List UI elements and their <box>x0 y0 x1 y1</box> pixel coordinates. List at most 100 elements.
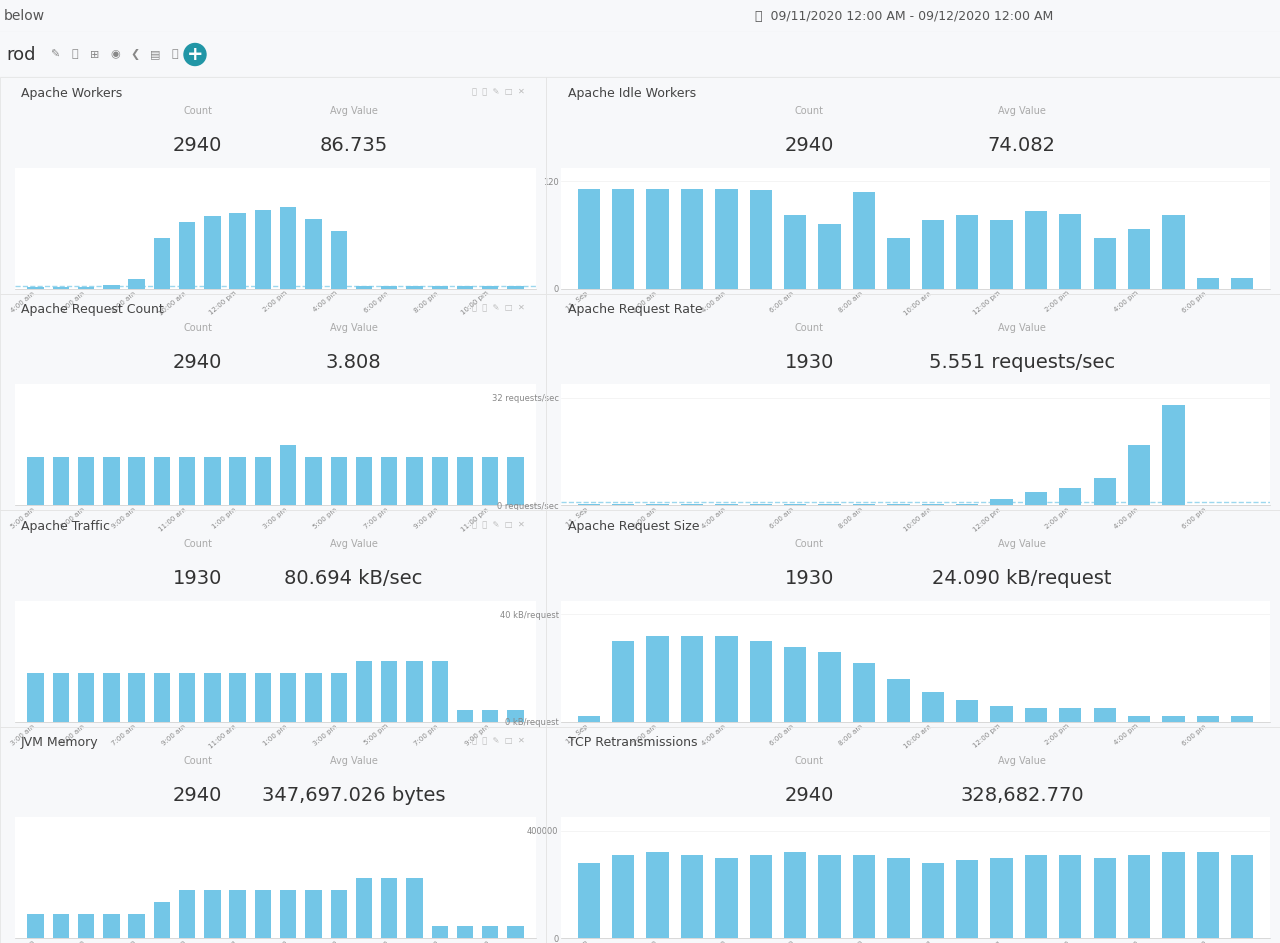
Text: TCP Retransmissions: TCP Retransmissions <box>568 736 698 750</box>
Text: Count: Count <box>183 106 212 116</box>
Bar <box>1093 708 1116 721</box>
Text: Avg Value: Avg Value <box>330 323 378 333</box>
Text: rod: rod <box>6 45 36 63</box>
Bar <box>507 710 524 721</box>
Text: Apache Traffic: Apache Traffic <box>20 520 110 533</box>
Bar <box>179 673 196 721</box>
Bar <box>577 863 600 938</box>
Text: Avg Value: Avg Value <box>330 539 378 549</box>
Bar <box>406 287 422 289</box>
Bar <box>681 189 703 289</box>
Bar <box>852 855 876 938</box>
Bar <box>381 661 398 721</box>
Bar <box>1231 717 1253 721</box>
Bar <box>956 701 978 721</box>
Bar <box>1093 858 1116 938</box>
Bar <box>128 914 145 938</box>
Text: 2940: 2940 <box>173 137 223 156</box>
Bar <box>78 673 95 721</box>
Text: Avg Value: Avg Value <box>998 539 1046 549</box>
Bar <box>255 890 271 938</box>
Bar <box>255 457 271 505</box>
Bar <box>406 878 422 938</box>
Text: 📋  🔍  ✎  □  ✕: 📋 🔍 ✎ □ ✕ <box>472 87 525 96</box>
Bar <box>179 890 196 938</box>
Bar <box>818 224 841 289</box>
Bar <box>507 457 524 505</box>
Text: JVM Memory: JVM Memory <box>20 736 99 750</box>
Bar <box>280 890 297 938</box>
Bar <box>1025 855 1047 938</box>
Bar <box>1093 238 1116 289</box>
Bar <box>104 285 119 289</box>
Bar <box>104 914 119 938</box>
Text: Count: Count <box>795 106 824 116</box>
Text: 2940: 2940 <box>173 353 223 372</box>
Bar <box>356 287 372 289</box>
Bar <box>1059 708 1082 721</box>
Bar <box>280 673 297 721</box>
Bar <box>154 238 170 289</box>
Bar <box>27 673 44 721</box>
Bar <box>956 215 978 289</box>
Bar <box>381 878 398 938</box>
Text: Count: Count <box>183 323 212 333</box>
Bar <box>1197 278 1219 289</box>
Bar <box>27 457 44 505</box>
Bar <box>255 210 271 289</box>
Bar <box>179 223 196 289</box>
Bar <box>991 499 1012 505</box>
Bar <box>280 445 297 505</box>
Bar <box>852 504 876 505</box>
Bar <box>431 661 448 721</box>
Bar <box>818 855 841 938</box>
Circle shape <box>184 43 206 65</box>
Bar <box>750 190 772 289</box>
Bar <box>646 504 669 505</box>
Text: Count: Count <box>795 755 824 766</box>
Bar <box>205 890 220 938</box>
Bar <box>52 287 69 289</box>
Bar <box>785 647 806 721</box>
Bar <box>716 504 737 505</box>
Bar <box>1059 213 1082 289</box>
Text: Count: Count <box>795 323 824 333</box>
Bar <box>52 457 69 505</box>
Text: Avg Value: Avg Value <box>998 323 1046 333</box>
Text: Apache Request Rate: Apache Request Rate <box>568 304 703 317</box>
Bar <box>1162 215 1185 289</box>
Bar <box>1128 717 1151 721</box>
Text: Count: Count <box>795 539 824 549</box>
Bar <box>229 457 246 505</box>
Bar <box>991 858 1012 938</box>
Bar <box>1025 708 1047 721</box>
Bar <box>128 457 145 505</box>
Bar <box>305 457 321 505</box>
Bar <box>128 673 145 721</box>
Bar <box>887 679 910 721</box>
Text: 2940: 2940 <box>173 786 223 804</box>
Bar <box>1059 855 1082 938</box>
Bar <box>1231 278 1253 289</box>
Bar <box>750 855 772 938</box>
Bar <box>1025 211 1047 289</box>
Bar <box>1162 852 1185 938</box>
Bar <box>483 287 498 289</box>
Bar <box>1162 405 1185 505</box>
Bar <box>381 457 398 505</box>
Bar <box>356 878 372 938</box>
Bar <box>956 504 978 505</box>
Bar <box>406 661 422 721</box>
Text: 5.551 requests/sec: 5.551 requests/sec <box>929 353 1115 372</box>
Bar <box>1128 229 1151 289</box>
Bar <box>577 189 600 289</box>
Bar <box>646 852 669 938</box>
Bar <box>330 890 347 938</box>
Text: 2940: 2940 <box>785 786 835 804</box>
Bar <box>612 504 635 505</box>
Bar <box>179 457 196 505</box>
Bar <box>507 926 524 938</box>
Bar <box>457 926 474 938</box>
Bar <box>1025 492 1047 505</box>
Bar <box>1231 855 1253 938</box>
